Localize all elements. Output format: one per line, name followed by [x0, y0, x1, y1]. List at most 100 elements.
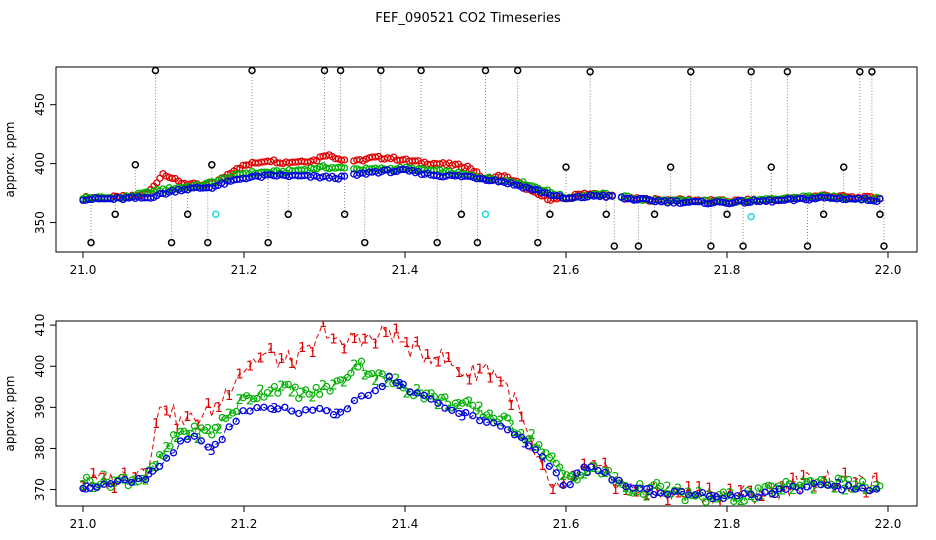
point-s3: [336, 408, 345, 416]
point-s2: [190, 422, 198, 430]
point-s2: [688, 492, 696, 500]
y-tick-label: 350: [33, 211, 47, 234]
point-s2: [229, 409, 237, 417]
point-s2: [218, 413, 226, 422]
point-label-s1: 1: [110, 482, 118, 497]
point-label-s2: 2: [517, 428, 525, 443]
point-label-s1: 1: [559, 476, 567, 491]
point-s3: [629, 484, 637, 492]
point-label-s1: 1: [142, 467, 150, 482]
point-label-s2: 2: [632, 484, 640, 499]
point-s3: [225, 423, 233, 431]
point-s2: [535, 441, 543, 449]
point-label-s1: 1: [382, 326, 390, 341]
point-s3: [538, 453, 547, 461]
point-s3: [310, 171, 318, 180]
point-label-s1: 1: [799, 469, 807, 484]
point-label-s1: 1: [256, 351, 264, 366]
point-outlier: [803, 242, 812, 250]
point-s3: [439, 173, 447, 181]
chart-title: FEF_090521 CO2 Timeseries: [375, 11, 561, 26]
point-s2: [681, 497, 689, 505]
point-s2: [451, 399, 459, 407]
point-label-s3: 3: [145, 467, 153, 482]
point-s3: [148, 467, 157, 475]
point-outlier: [167, 238, 176, 247]
point-s3: [197, 437, 205, 445]
point-label-s2: 2: [747, 489, 755, 504]
point-label-s1: 1: [277, 352, 285, 367]
point-s3: [322, 406, 331, 415]
point-s2: [249, 395, 258, 403]
point-s2: [107, 483, 115, 492]
point-s3: [553, 191, 561, 200]
point-s3: [698, 488, 707, 497]
point-s3: [803, 483, 811, 491]
point-s2: [803, 478, 811, 486]
point-s3: [573, 469, 581, 477]
point-label-s2: 2: [455, 398, 463, 413]
point-s2: [208, 431, 216, 439]
point-outlier: [208, 161, 216, 169]
point-label-s1: 1: [789, 471, 797, 486]
x-tick-label: 21.0: [70, 263, 97, 277]
point-label-s3: 3: [82, 482, 90, 497]
point-s3: [483, 418, 491, 426]
point-s3: [636, 484, 644, 492]
point-outlier: [204, 238, 212, 247]
point-label-s1: 1: [549, 483, 557, 498]
point-s1: [340, 156, 349, 164]
point-label-s2: 2: [215, 422, 223, 437]
point-s2: [702, 498, 710, 506]
point-outlier: [417, 67, 425, 75]
point-s3: [392, 379, 400, 387]
point-s2: [260, 393, 268, 401]
point-s2: [740, 497, 748, 505]
point-label-s1: 1: [664, 494, 672, 509]
point-s3: [503, 426, 512, 434]
y-tick-label: 410: [33, 314, 47, 337]
point-label-s2: 2: [580, 467, 588, 482]
point-outlier: [546, 210, 554, 219]
point-label-s1: 1: [455, 366, 463, 381]
point-s2: [337, 163, 346, 172]
point-label-s1: 1: [851, 476, 859, 491]
point-s3: [274, 405, 282, 413]
point-label-s1: 1: [444, 351, 452, 366]
point-outlier: [433, 238, 441, 247]
point-outlier: [747, 67, 755, 76]
point-outlier: [586, 67, 594, 76]
point-s3: [329, 411, 338, 419]
point-s3: [242, 175, 250, 183]
point-label-s3: 3: [208, 444, 216, 459]
point-s3: [838, 486, 846, 494]
point-s2: [493, 418, 501, 426]
point-outlier: [284, 210, 293, 219]
bottom-panel: 21.0 21.2 21.4 21.6 21.8 22.0 370 380 390 400 410 a…: [3, 314, 918, 531]
point-label-s1: 1: [611, 483, 619, 498]
point-s2: [500, 412, 508, 420]
y-tick-label: 370: [33, 478, 47, 501]
point-s2: [858, 477, 867, 485]
point-outlier: [562, 163, 570, 171]
point-s3: [733, 492, 741, 500]
point-s2: [441, 393, 449, 401]
point-label-s1: 1: [340, 342, 348, 357]
y-tick-label: 450: [33, 93, 47, 116]
point-s3: [399, 165, 407, 173]
point-label-s1: 1: [841, 466, 849, 481]
x-tick-label: 21.2: [231, 263, 258, 277]
point-label-s2: 2: [382, 376, 390, 391]
point-s3: [455, 409, 463, 418]
point-label-s1: 1: [705, 482, 713, 497]
point-s2: [343, 373, 352, 381]
point-outlier: [473, 238, 482, 247]
point-label-s1: 1: [100, 471, 108, 486]
point-s3: [540, 188, 549, 197]
point-s3: [719, 494, 727, 503]
point-outlier: [868, 67, 876, 76]
point-s3: [566, 481, 574, 489]
point-s2: [368, 369, 376, 378]
point-s2: [357, 357, 366, 365]
point-label-s1: 1: [89, 467, 97, 482]
